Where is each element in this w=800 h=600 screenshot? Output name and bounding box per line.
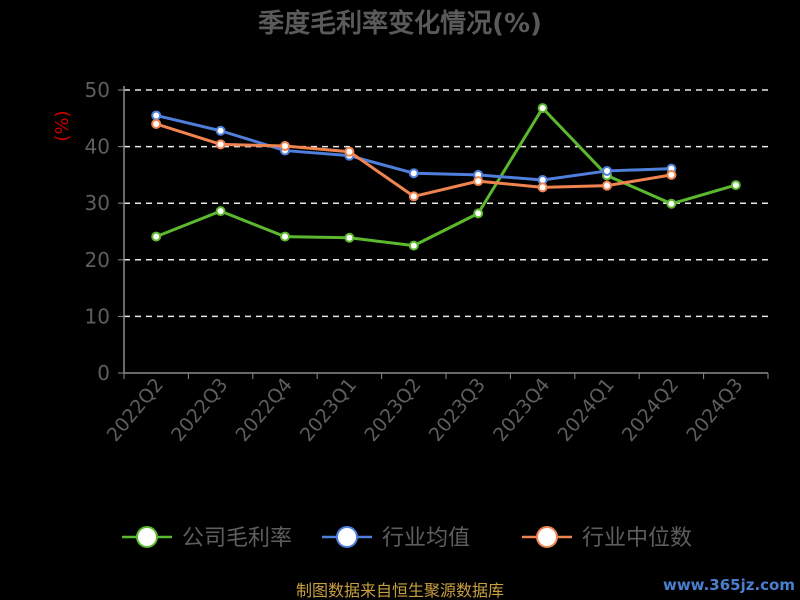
data-point [280,141,290,152]
legend-marker [336,526,358,548]
data-point [151,118,162,129]
series-0 [151,103,741,251]
x-tick-label: 2023Q4 [489,374,554,446]
legend-marker [136,526,158,548]
x-tick-label: 2023Q1 [296,374,361,446]
data-point [280,231,290,242]
chart-title: 季度毛利率变化情况(%) [258,8,542,39]
x-tick-label: 2022Q3 [167,374,232,446]
y-tick-label: 30 [85,191,110,215]
legend-label: 行业均值 [382,526,470,551]
x-tick-label: 2022Q4 [232,374,297,446]
data-point [151,110,162,121]
data-point [344,146,355,157]
x-tick-label: 2024Q3 [682,374,747,446]
x-tick-label: 2023Q3 [425,374,490,446]
legend-item-1: 行业均值 [322,526,470,551]
data-point [215,125,226,136]
data-point [730,180,741,191]
data-point [537,182,548,193]
data-point [473,208,484,219]
legend-item-0: 公司毛利率 [122,526,292,551]
y-tick-label: 10 [85,304,110,328]
data-point [408,240,419,251]
legend-label: 行业中位数 [582,526,692,551]
data-point [151,231,162,242]
data-point [408,168,419,179]
legend-label: 公司毛利率 [182,526,292,551]
data-point [666,169,677,180]
x-tick-label: 2022Q2 [103,374,168,446]
x-tick-label: 2024Q2 [618,374,683,446]
data-point [473,176,484,187]
series-lines [151,103,741,251]
legend-marker [536,526,558,548]
y-tick-label: 50 [85,78,110,102]
data-point [602,180,612,191]
data-point [537,103,548,114]
series-1 [151,110,677,185]
source-note: 制图数据来自恒生聚源数据库 [296,581,504,600]
series-line [155,106,737,248]
data-point [602,165,612,176]
y-tick-label: 0 [97,361,110,385]
y-tick-label: 40 [85,135,110,159]
data-point [408,191,419,202]
data-point [666,198,677,209]
y-axis-label: (%) [52,110,73,141]
data-point [215,139,226,150]
data-point [215,206,226,217]
x-tick-label: 2023Q2 [360,374,425,446]
series-2 [151,118,677,202]
data-point [344,232,355,243]
grid [124,89,768,318]
watermark: www.365jz.com [663,576,795,594]
x-tick-label: 2024Q1 [554,374,619,446]
legend: 公司毛利率 行业均值 行业中位数 [122,526,692,551]
legend-item-2: 行业中位数 [522,526,692,551]
y-tick-label: 20 [85,248,110,272]
